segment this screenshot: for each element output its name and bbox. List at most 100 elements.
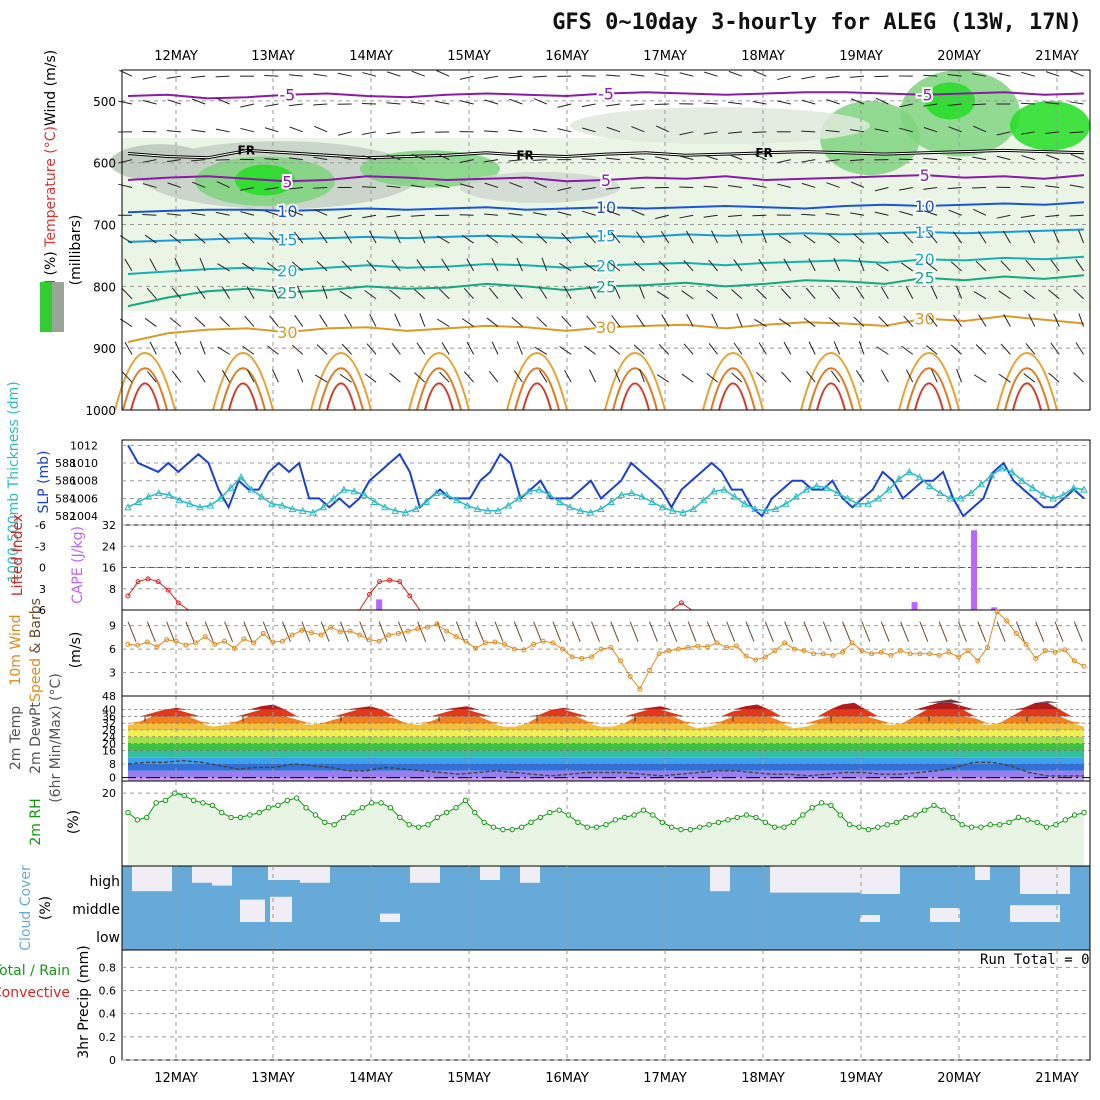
wind-barb xyxy=(1028,313,1036,327)
wind-barb xyxy=(192,181,206,188)
wind-barb xyxy=(435,100,450,105)
thickness-marker xyxy=(710,487,718,495)
warm-contour xyxy=(514,367,560,411)
wind10-marker xyxy=(598,646,604,652)
date-label-top: 16MAY xyxy=(545,49,589,64)
temp-tick-label: 8 xyxy=(109,758,116,771)
wind-barb xyxy=(557,128,572,133)
wind10-marker xyxy=(917,651,923,657)
wind10-marker xyxy=(1052,649,1058,655)
rh-marker xyxy=(434,814,440,821)
warm-contour xyxy=(604,352,666,411)
thickness-marker xyxy=(576,506,585,514)
thickness-marker xyxy=(1018,476,1027,484)
rh-marker xyxy=(1081,809,1087,816)
thickness-marker xyxy=(483,506,492,514)
wind-barb xyxy=(516,341,523,355)
wind-barb xyxy=(147,371,157,383)
wind-barb xyxy=(509,98,523,105)
wind-barb xyxy=(191,159,206,162)
wind-barb xyxy=(536,316,548,327)
wind10-marker xyxy=(704,644,710,650)
wind-barb xyxy=(711,313,719,327)
temp-band xyxy=(128,757,1084,764)
thickness-marker xyxy=(946,494,955,502)
wind-barb xyxy=(655,125,670,133)
wind10-barb xyxy=(1015,621,1025,642)
wind-barb xyxy=(850,75,865,78)
wind-barb xyxy=(828,317,840,327)
temp-tick-label: 36 xyxy=(102,710,116,723)
thickness-marker xyxy=(915,473,924,481)
dewpoint-series-line xyxy=(127,759,1084,777)
date-label-bottom: 16MAY xyxy=(545,1071,589,1086)
wind10-barb xyxy=(745,621,755,642)
isotherm-label: 25 xyxy=(596,277,616,296)
wind-barb xyxy=(948,126,962,133)
rh-marker xyxy=(846,822,853,828)
wind-barb xyxy=(728,70,743,77)
wind-barb xyxy=(833,341,841,355)
wind10-marker xyxy=(260,630,266,636)
wind-barb xyxy=(858,341,865,355)
wind10-barb xyxy=(784,621,794,642)
wind-barb xyxy=(124,258,133,272)
slp-tick-label: 1012 xyxy=(70,439,98,452)
wind10-marker xyxy=(830,652,836,658)
wind-barb xyxy=(880,369,889,383)
rh-marker xyxy=(1006,819,1012,825)
isotherm-10 xyxy=(127,201,1085,214)
wind-barb xyxy=(142,99,157,105)
wind10-marker xyxy=(608,645,614,651)
wind-barb xyxy=(166,75,181,79)
wind-barb xyxy=(706,372,718,383)
rh-marker xyxy=(500,826,506,833)
wind-barb xyxy=(758,342,767,355)
wind-barb xyxy=(313,103,328,106)
wind-barb xyxy=(928,231,938,244)
li-marker xyxy=(125,593,131,599)
wind-barb xyxy=(561,232,572,244)
date-label-top: 17MAY xyxy=(643,49,687,64)
wind-barb xyxy=(778,235,792,244)
warm-contour xyxy=(1004,367,1050,411)
wind-barb xyxy=(972,73,987,77)
wind-barb xyxy=(947,103,962,106)
thickness-marker xyxy=(586,508,595,516)
wind-barb xyxy=(1073,288,1084,300)
wind-barb xyxy=(1069,131,1084,134)
wind-barb xyxy=(833,257,841,272)
wind-barb xyxy=(289,126,303,133)
cloud-ylabel: Cloud Cover xyxy=(18,865,34,951)
wind10-marker xyxy=(347,628,353,634)
wind-barb xyxy=(1048,289,1060,300)
thickness-marker xyxy=(165,490,173,498)
cape-tick-label: 24 xyxy=(102,540,116,553)
wind10-marker xyxy=(531,641,537,647)
wind-barb xyxy=(264,74,279,77)
wind-barb xyxy=(343,230,353,244)
thickness-marker xyxy=(658,503,667,511)
thickness-marker xyxy=(895,474,903,482)
warm-contour xyxy=(220,367,266,411)
wind-barb xyxy=(681,373,694,383)
wind-barb xyxy=(656,290,670,300)
wind-barb xyxy=(414,372,426,383)
wind-barb xyxy=(541,257,548,272)
wind10-marker xyxy=(1062,647,1068,653)
wind10-barb xyxy=(958,621,967,642)
date-label-bottom: 21MAY xyxy=(1035,1071,1079,1086)
wind-barb xyxy=(1003,314,1011,327)
thickness-marker xyxy=(833,489,842,497)
wind-barb xyxy=(703,102,718,105)
wind-barb xyxy=(410,214,425,217)
wind-barb xyxy=(142,214,157,216)
wind10-marker xyxy=(907,651,913,657)
wind-barb xyxy=(362,72,377,77)
thickness-marker xyxy=(370,497,379,505)
isotherm-label: 5 xyxy=(282,172,292,191)
wind-barb xyxy=(1078,229,1085,244)
date-label-bottom: 18MAY xyxy=(741,1071,785,1086)
wind-barb xyxy=(1023,373,1036,383)
